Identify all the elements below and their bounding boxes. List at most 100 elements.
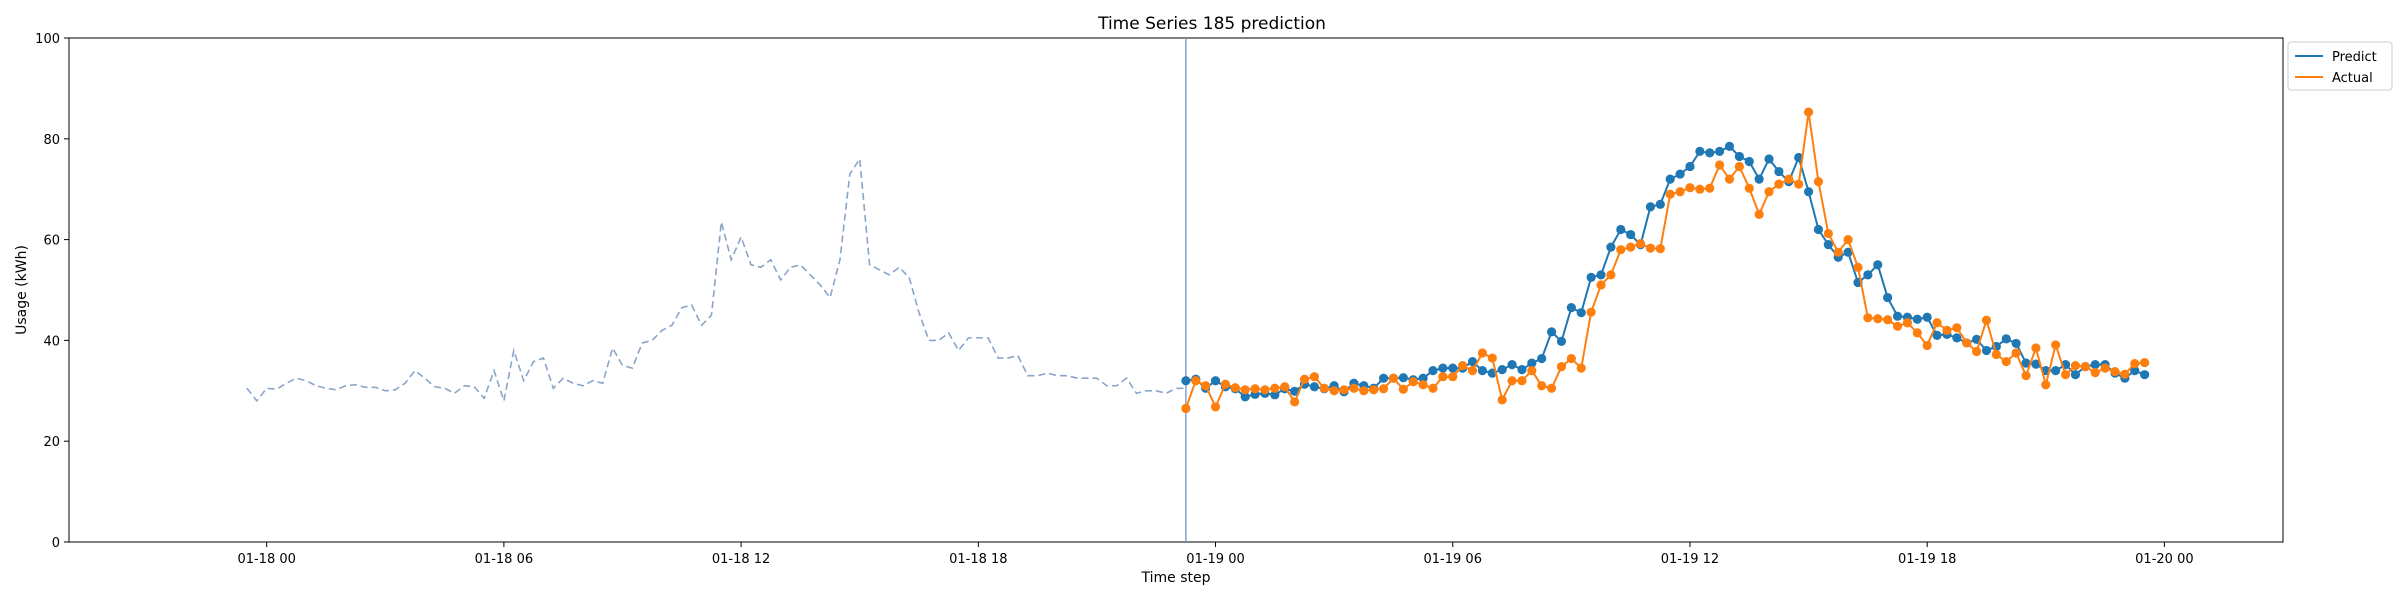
predict-point [1892,311,1903,321]
predict-point [2090,359,2100,370]
predict-point [1645,202,1656,212]
y-tick-label: 100 [35,32,60,47]
y-tick-label: 40 [43,334,60,349]
predict-point [1240,392,1250,402]
predict-point [1270,390,1280,400]
x-axis-title: Time step [1141,570,1211,586]
predict-point [1606,242,1616,252]
predict-point [2011,338,2021,349]
actual-point [1507,376,1517,386]
actual-point [1181,403,1191,414]
actual-point [1260,385,1270,395]
predict-point [1794,152,1804,163]
predict-point [1744,156,1754,167]
x-tick-label: 01-19 06 [1424,552,1482,567]
y-axis: 0 20 40 60 80 100 [35,32,69,551]
predict-point [1705,148,1715,158]
actual-point [1932,318,1942,328]
actual-point [1813,177,1824,187]
predict-point [1527,358,1537,368]
actual-point [1398,384,1408,394]
predict-point [1754,174,1764,184]
predict-point [1685,161,1695,172]
y-tick-label: 0 [52,536,60,551]
actual-series [1181,107,2150,414]
actual-point [1991,349,2001,360]
actual-point [1290,397,1300,407]
predict-point [1823,240,1833,250]
actual-point [2120,369,2130,379]
actual-point [1962,338,1972,348]
actual-point [2041,380,2051,390]
predict-point [1566,303,1576,313]
predict-point [1181,376,1191,386]
predict-point [2031,359,2041,369]
actual-point [1596,280,1606,290]
predict-point [1734,151,1744,162]
predict-point [1724,141,1735,151]
predict-point [1210,376,1221,386]
actual-point [1517,376,1527,386]
actual-point [1576,363,1586,373]
actual-point [1378,384,1389,394]
predict-point [1290,386,1300,396]
predict-point [1626,229,1636,240]
actual-point [1201,381,1211,391]
actual-point [1250,384,1260,394]
actual-point [2051,340,2061,350]
predict-point [1309,382,1319,392]
actual-point [1626,242,1636,252]
actual-point [1912,328,1922,338]
predict-point [1477,366,1488,376]
actual-point [1537,381,1547,391]
actual-point [1339,385,1349,395]
actual-point [1309,372,1319,382]
actual-point [1764,187,1774,197]
actual-point [1685,183,1695,193]
actual-point [1210,402,1221,412]
actual-point [1556,362,1567,372]
x-tick-label: 01-18 18 [949,552,1007,567]
predict-point [2051,366,2061,376]
actual-point [2011,348,2021,358]
actual-point [2080,362,2090,372]
predict-point [1863,270,1873,280]
predict-point [1873,260,1883,270]
actual-point [1942,325,1952,335]
actual-point [1952,323,1962,333]
actual-point [1546,383,1557,393]
actual-point [1833,247,1843,257]
actual-point [1467,366,1478,376]
x-tick-label: 01-19 18 [1898,552,1956,567]
actual-point [1645,243,1656,253]
actual-point [1566,353,1576,364]
actual-point [1971,346,1982,357]
predict-point [1675,169,1685,179]
actual-point [1724,174,1735,184]
actual-point [1754,209,1764,219]
actual-point [1191,376,1201,386]
predict-point [1803,187,1814,197]
actual-point [2021,371,2031,381]
actual-point [1665,189,1675,199]
actual-point [1784,174,1794,184]
actual-point [1695,184,1705,194]
actual-point [1902,318,1913,328]
actual-point [1774,179,1784,189]
actual-point [1220,379,1231,389]
actual-point [1744,183,1754,193]
predict-point [1981,345,1992,356]
actual-point [1734,161,1744,172]
actual-point [1883,315,1893,325]
predict-point [1576,308,1586,318]
predict-point [1764,154,1774,164]
predict-point [1883,292,1893,303]
actual-point [1458,361,1468,371]
y-axis-title: Usage (kWh) [14,245,30,335]
history-series [246,156,1186,405]
x-axis: 01-18 00 01-18 06 01-18 12 01-18 18 01-19 00… [237,542,2194,567]
actual-point [1438,372,1448,382]
actual-point [1230,383,1240,393]
y-tick-label: 60 [43,234,60,249]
actual-point [2031,343,2041,353]
